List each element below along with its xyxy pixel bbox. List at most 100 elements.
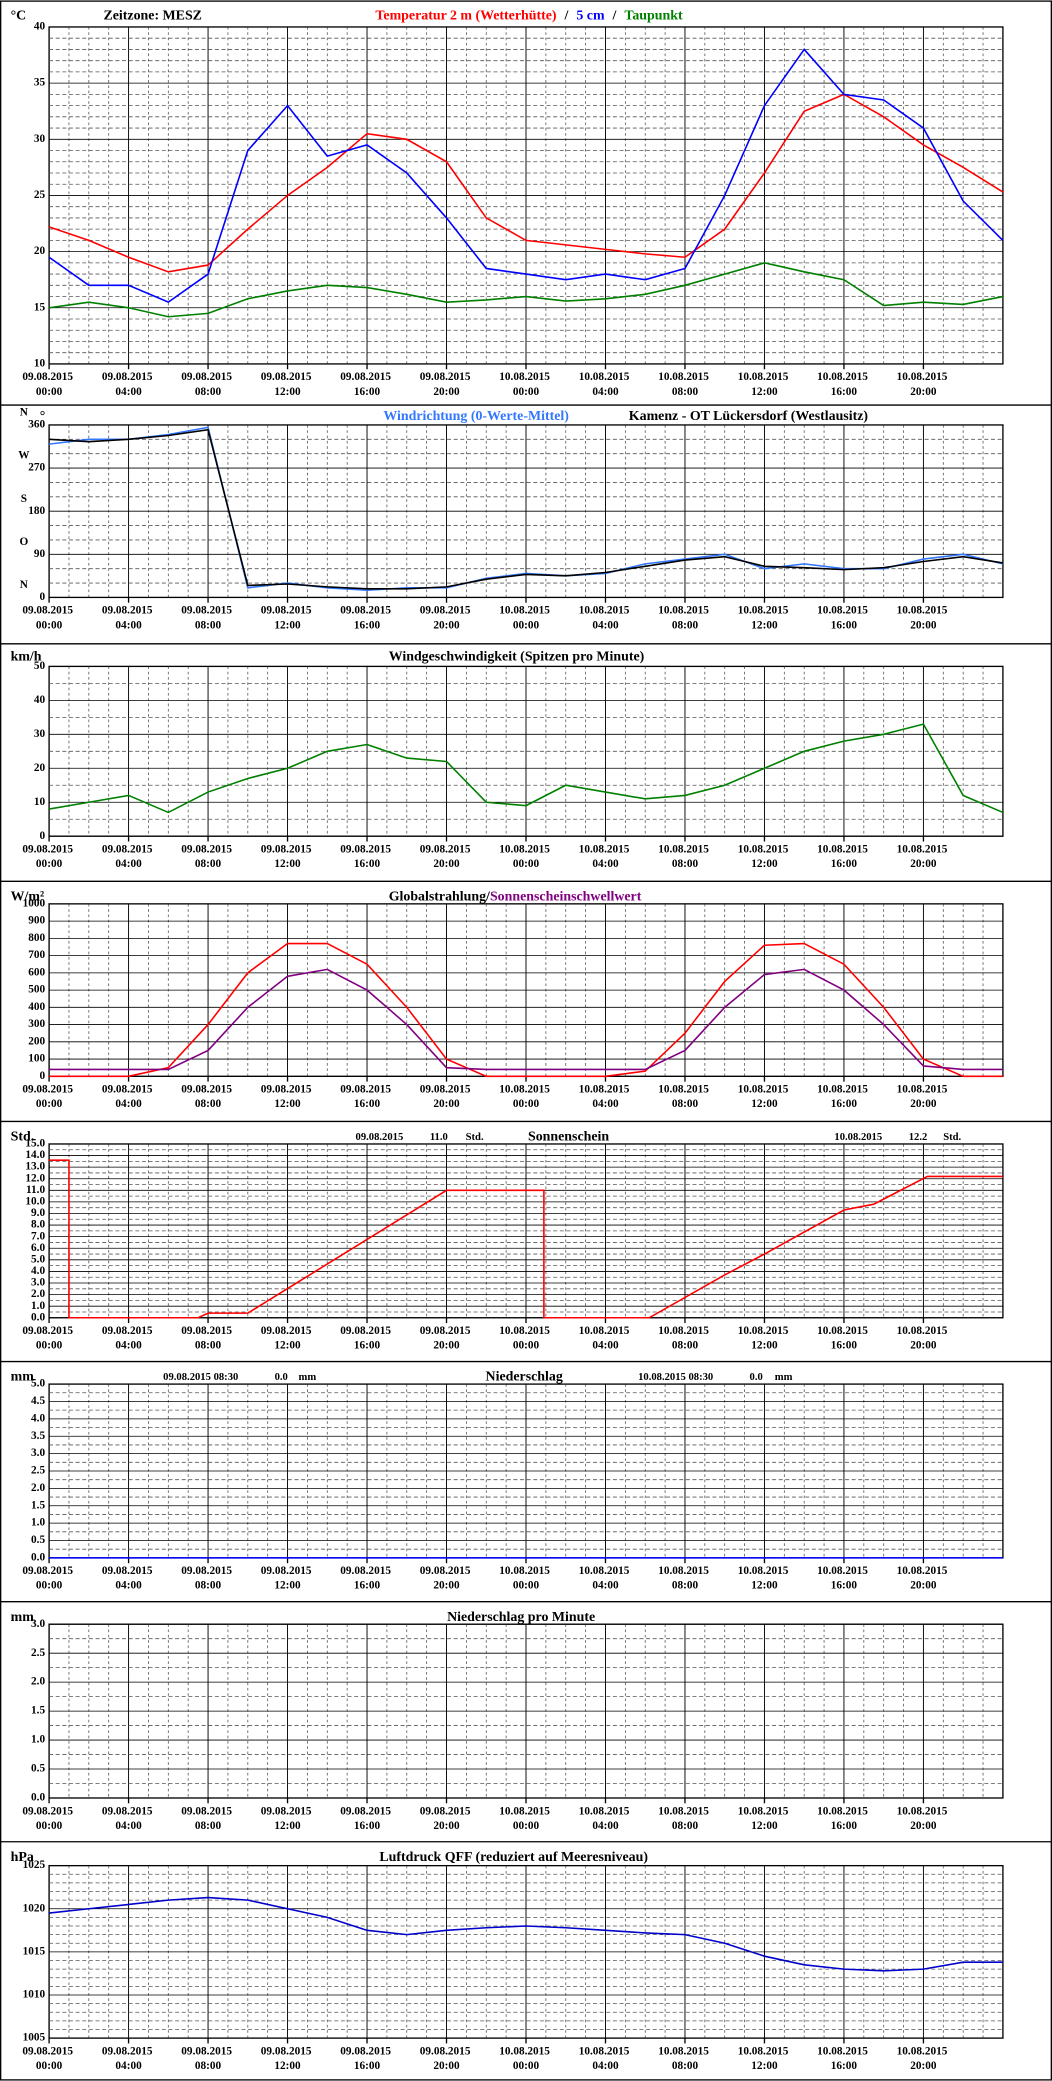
y-tick-label: 600 xyxy=(28,966,45,978)
legend-entry: 5 cm xyxy=(576,9,605,24)
x-tick-line: 09.08.2015 xyxy=(261,1805,315,1817)
x-tick-label: 09.08.2015 12:00 xyxy=(261,1325,315,1352)
data-line xyxy=(48,1896,1003,1972)
x-tick-line: 20:00 xyxy=(433,1579,460,1591)
x-tick-line: 04:00 xyxy=(592,1339,619,1351)
x-tick-line: 08:00 xyxy=(195,619,222,631)
x-tick-line: 00:00 xyxy=(36,858,63,870)
x-tick-label: 10.08.2015 00:00 xyxy=(499,2045,553,2072)
x-tick-line: 12:00 xyxy=(751,2060,778,2072)
x-tick-line: 09.08.2015 xyxy=(261,843,315,855)
x-tick-line: 16:00 xyxy=(831,385,858,397)
x-tick-line: 09.08.2015 xyxy=(420,604,474,616)
x-tick-label: 09.08.2015 20:00 xyxy=(420,371,474,398)
y-tick-label: 0 xyxy=(39,591,45,603)
y-tick-label: 10 xyxy=(34,796,46,808)
x-tick-line: 12:00 xyxy=(274,1819,301,1831)
y-tick-label: 500 xyxy=(28,984,45,996)
x-tick-line: 10.08.2015 xyxy=(499,1565,553,1577)
x-tick-line: 08:00 xyxy=(195,1579,222,1591)
x-tick-label: 09.08.2015 00:00 xyxy=(22,1805,76,1832)
x-tick-line: 20:00 xyxy=(433,1098,460,1110)
y-tick-label: 3.5 xyxy=(31,1430,45,1442)
y-tick-label: 11.0 xyxy=(26,1184,45,1196)
x-tick-label: 09.08.2015 08:00 xyxy=(181,1325,235,1352)
x-tick-line: 10.08.2015 xyxy=(738,2045,792,2057)
x-tick-label: 10.08.2015 12:00 xyxy=(738,604,792,631)
y-tick-label: 13.0 xyxy=(25,1161,45,1173)
x-tick-line: 04:00 xyxy=(115,619,142,631)
x-tick-label: 09.08.2015 00:00 xyxy=(22,604,76,631)
x-tick-line: 09.08.2015 xyxy=(420,1083,474,1095)
x-tick-line: 08:00 xyxy=(195,1098,222,1110)
x-tick-line: 04:00 xyxy=(115,1579,142,1591)
x-tick-line: 09.08.2015 xyxy=(340,1565,394,1577)
y-tick-label: 1.0 xyxy=(31,1734,45,1746)
chart-title: Windgeschwindigkeit (Spitzen pro Minute) xyxy=(389,649,645,664)
x-tick-line: 12:00 xyxy=(274,858,301,870)
x-tick-line: 10.08.2015 xyxy=(738,1083,792,1095)
x-tick-line: 08:00 xyxy=(672,858,699,870)
x-tick-line: 09.08.2015 xyxy=(181,843,235,855)
x-tick-line: 00:00 xyxy=(513,1819,540,1831)
x-tick-line: 04:00 xyxy=(592,1819,619,1831)
y-tick-label: 40 xyxy=(34,21,46,33)
y-tick-label: 1.5 xyxy=(31,1705,45,1717)
x-tick-line: 10.08.2015 xyxy=(817,1083,871,1095)
x-tick-label: 09.08.2015 12:00 xyxy=(261,2045,315,2072)
x-tick-line: 08:00 xyxy=(672,1339,699,1351)
x-tick-line: 08:00 xyxy=(195,1339,222,1351)
x-tick-line: 09.08.2015 xyxy=(22,843,76,855)
annotation: Std. xyxy=(466,1132,484,1143)
x-tick-line: 09.08.2015 xyxy=(420,1565,474,1577)
x-tick-line: 10.08.2015 xyxy=(658,1083,712,1095)
x-tick-label: 09.08.2015 16:00 xyxy=(340,1805,394,1832)
x-tick-line: 10.08.2015 xyxy=(738,604,792,616)
x-tick-label: 10.08.2015 12:00 xyxy=(738,2045,792,2072)
y-tick-label: 4.0 xyxy=(31,1412,45,1424)
x-tick-line: 20:00 xyxy=(910,1339,937,1351)
x-tick-label: 09.08.2015 04:00 xyxy=(102,371,156,398)
compass-label: S xyxy=(21,493,27,505)
x-tick-line: 10.08.2015 xyxy=(738,1565,792,1577)
x-tick-line: 12:00 xyxy=(751,858,778,870)
x-tick-line: 10.08.2015 xyxy=(579,1565,633,1577)
annotation: Std. xyxy=(943,1132,961,1143)
x-tick-label: 10.08.2015 16:00 xyxy=(817,1325,871,1352)
x-tick-line: 10.08.2015 xyxy=(579,2045,633,2057)
x-tick-line: 08:00 xyxy=(672,385,699,397)
x-tick-label: 10.08.2015 08:00 xyxy=(658,2045,712,2072)
y-tick-label: 14.0 xyxy=(25,1149,45,1161)
y-tick-label: 3.0 xyxy=(31,1618,45,1630)
x-tick-line: 09.08.2015 xyxy=(102,604,156,616)
x-tick-line: 08:00 xyxy=(672,2060,699,2072)
data-line xyxy=(48,48,1004,304)
y-tick-label: 400 xyxy=(28,1001,45,1013)
x-tick-line: 09.08.2015 xyxy=(340,371,394,383)
x-tick-line: 08:00 xyxy=(672,1579,699,1591)
data-line xyxy=(49,968,1003,1071)
x-tick-line: 09.08.2015 xyxy=(420,843,474,855)
x-tick-line: 09.08.2015 xyxy=(22,1565,76,1577)
x-tick-line: 10.08.2015 xyxy=(897,1805,951,1817)
x-tick-label: 10.08.2015 20:00 xyxy=(897,604,951,631)
x-tick-label: 10.08.2015 08:00 xyxy=(658,604,712,631)
x-tick-line: 04:00 xyxy=(592,1579,619,1591)
y-tick-label: 2.0 xyxy=(31,1482,45,1494)
x-tick-line: 12:00 xyxy=(274,619,301,631)
x-tick-label: 10.08.2015 04:00 xyxy=(579,1325,633,1352)
x-tick-line: 09.08.2015 xyxy=(102,1083,156,1095)
x-tick-label: 09.08.2015 12:00 xyxy=(261,604,315,631)
chart-title: Globalstrahlung/ xyxy=(389,889,490,904)
y-tick-label: 15 xyxy=(34,301,46,313)
x-tick-line: 20:00 xyxy=(910,1098,937,1110)
x-tick-line: 20:00 xyxy=(910,2060,937,2072)
chart-title: Luftdruck QFF (reduziert auf Meeresnivea… xyxy=(379,1850,648,1865)
y-tick-label: 6.0 xyxy=(31,1242,45,1254)
annotation: mm xyxy=(298,1372,316,1383)
y-tick-label: 30 xyxy=(34,728,46,740)
x-tick-line: 16:00 xyxy=(831,1579,858,1591)
x-tick-line: 12:00 xyxy=(751,619,778,631)
y-tick-label: 30 xyxy=(34,133,46,145)
y-tick-label: 1025 xyxy=(23,1859,46,1871)
